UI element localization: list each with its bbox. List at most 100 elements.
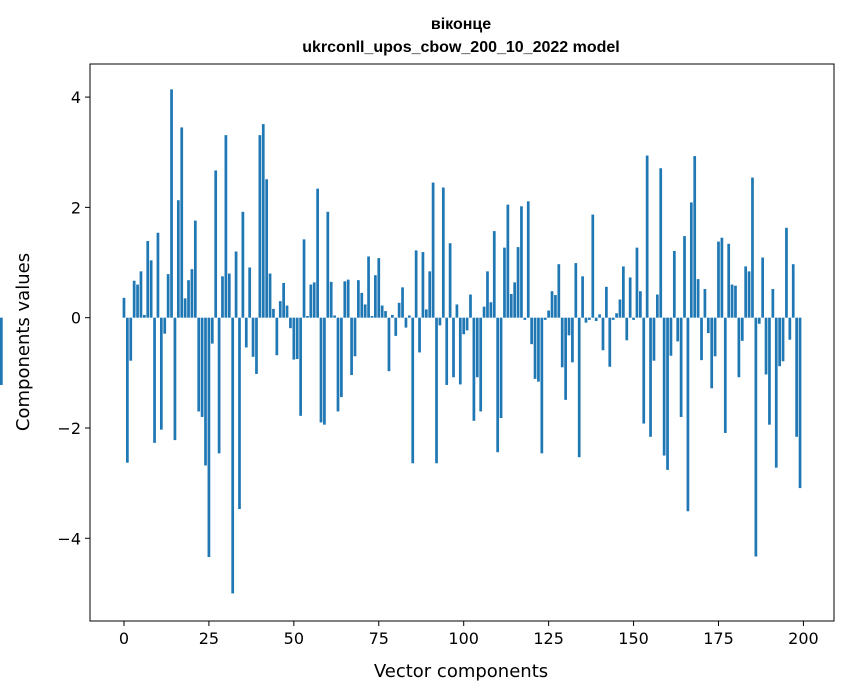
bar bbox=[598, 314, 601, 318]
x-tick-label: 150 bbox=[618, 629, 649, 648]
bar bbox=[333, 315, 336, 318]
bar bbox=[479, 317, 483, 412]
bar bbox=[428, 271, 432, 318]
y-tick-label: 4 bbox=[71, 88, 81, 107]
bar bbox=[401, 287, 404, 318]
bar-series bbox=[0, 89, 802, 594]
bar bbox=[455, 304, 459, 318]
bar bbox=[492, 231, 496, 318]
bar bbox=[533, 317, 537, 379]
bar bbox=[346, 279, 350, 318]
bar bbox=[414, 250, 418, 318]
bar bbox=[292, 317, 296, 360]
bar bbox=[689, 202, 693, 318]
bar bbox=[717, 241, 720, 318]
bar bbox=[781, 317, 785, 362]
bar bbox=[367, 256, 370, 318]
bar bbox=[180, 127, 184, 318]
bar bbox=[353, 317, 357, 357]
bar bbox=[316, 188, 319, 318]
bar bbox=[122, 297, 126, 318]
bar bbox=[676, 317, 680, 342]
bar bbox=[526, 201, 530, 318]
bar bbox=[608, 317, 612, 367]
bar bbox=[740, 317, 744, 341]
bar bbox=[380, 305, 384, 318]
bar bbox=[265, 179, 269, 318]
bar bbox=[418, 317, 421, 353]
bar bbox=[357, 280, 360, 318]
bar bbox=[537, 317, 540, 382]
bar bbox=[659, 168, 663, 318]
bar bbox=[149, 260, 153, 318]
bar bbox=[727, 243, 731, 318]
x-axis-label: Vector components bbox=[374, 661, 548, 682]
y-axis-ticks: −4 −2 0 2 4 bbox=[57, 88, 90, 548]
bar bbox=[183, 298, 187, 318]
bar bbox=[723, 317, 727, 433]
bar bbox=[669, 317, 673, 356]
bar bbox=[635, 247, 639, 318]
bar bbox=[404, 317, 408, 328]
bar bbox=[187, 280, 190, 318]
bar bbox=[156, 232, 160, 318]
x-tick-label: 75 bbox=[369, 629, 389, 648]
bar bbox=[744, 266, 748, 318]
bar bbox=[159, 317, 163, 430]
bar bbox=[452, 317, 455, 378]
bar bbox=[550, 291, 554, 318]
bar bbox=[785, 227, 788, 318]
bar bbox=[238, 317, 241, 510]
bar bbox=[458, 317, 462, 385]
bar bbox=[523, 317, 527, 320]
bar bbox=[615, 313, 618, 318]
bar bbox=[618, 299, 622, 318]
bar bbox=[581, 276, 584, 318]
bar bbox=[143, 314, 146, 318]
bar bbox=[204, 317, 207, 466]
bar bbox=[768, 317, 771, 425]
bar bbox=[431, 182, 435, 318]
bar bbox=[340, 317, 343, 398]
bar bbox=[747, 271, 751, 318]
bar bbox=[302, 239, 306, 318]
bar bbox=[605, 286, 608, 318]
bar bbox=[679, 317, 683, 417]
bar bbox=[520, 206, 523, 318]
bar bbox=[547, 310, 550, 318]
x-axis-ticks: 0 25 50 75 100 125 150 175 200 bbox=[119, 621, 819, 648]
x-tick-label: 50 bbox=[284, 629, 304, 648]
bar bbox=[486, 271, 489, 318]
bar bbox=[639, 291, 642, 318]
bar bbox=[666, 317, 669, 470]
bar bbox=[170, 89, 173, 318]
bar bbox=[146, 241, 150, 318]
x-tick-label: 0 bbox=[119, 629, 129, 648]
bar bbox=[622, 266, 625, 318]
bar bbox=[139, 271, 143, 318]
bar bbox=[350, 317, 353, 376]
bar bbox=[761, 257, 765, 318]
bar bbox=[227, 273, 231, 318]
bar bbox=[594, 317, 598, 321]
bar bbox=[129, 317, 133, 361]
bar bbox=[285, 305, 289, 318]
chart-title-line-2: ukrconll_upos_cbow_200_10_2022 model bbox=[302, 39, 619, 56]
bar bbox=[448, 243, 452, 318]
bar bbox=[482, 306, 486, 318]
bar bbox=[163, 317, 167, 334]
bar bbox=[795, 317, 798, 437]
bar bbox=[258, 135, 262, 318]
bar bbox=[421, 252, 425, 318]
bar bbox=[588, 317, 591, 320]
bar bbox=[462, 317, 466, 335]
bar bbox=[771, 289, 775, 318]
bar bbox=[506, 204, 510, 318]
bar bbox=[567, 317, 571, 336]
bar bbox=[543, 317, 547, 320]
bar bbox=[278, 301, 282, 318]
y-tick-label: −4 bbox=[57, 529, 81, 548]
bar bbox=[469, 294, 472, 318]
bar bbox=[438, 317, 442, 326]
bar bbox=[363, 304, 367, 318]
